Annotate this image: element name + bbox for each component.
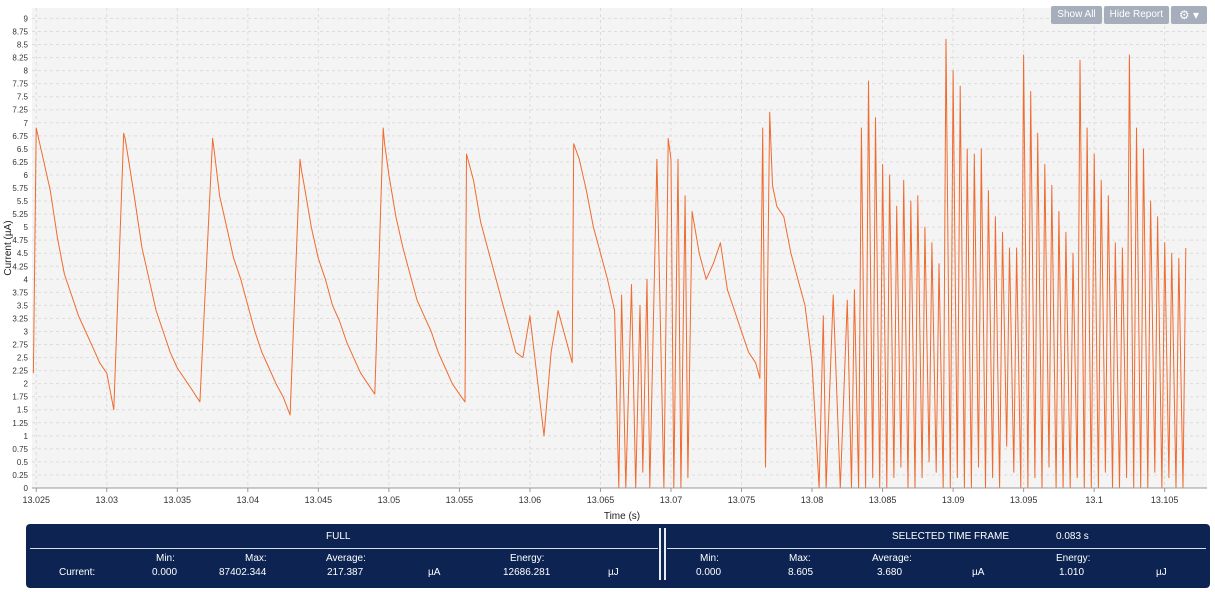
y-tick-label: 3.75 [12, 288, 28, 297]
y-tick-label: 0.5 [17, 458, 29, 467]
selected-average-label: Average: [872, 553, 912, 564]
y-tick-label: 6 [24, 171, 29, 180]
x-tick-labels: 13.025 13.03 13.035 13.04 13.045 13.05 13.055 1… [22, 495, 1178, 505]
y-tick-label: 5 [24, 223, 29, 232]
x-tick-label: 13.055 [446, 495, 474, 505]
x-tick-label: 13.085 [869, 495, 897, 505]
settings-menu-button[interactable]: ⚙ ▾ [1171, 6, 1207, 24]
y-tick-label: 7 [24, 119, 29, 128]
selected-average-value: 3.680 [877, 567, 903, 578]
selected-title: SELECTED TIME FRAME [892, 531, 1010, 542]
y-tick-label: 3.5 [17, 301, 29, 310]
y-axis-label: Current (µA) [3, 220, 14, 275]
y-tick-label: 4.5 [17, 249, 29, 258]
y-tick-label: 2.75 [12, 341, 28, 350]
full-min-value: 0.000 [152, 567, 178, 578]
y-tick-label: 2.5 [17, 354, 29, 363]
x-axis-label: Time (s) [604, 511, 640, 522]
selected-energy-label: Energy: [1056, 553, 1091, 564]
y-tick-label: 4 [24, 275, 29, 284]
selected-divider [667, 548, 1206, 549]
x-tick-label: 13.09 [942, 495, 965, 505]
selected-max-value: 8.605 [788, 567, 814, 578]
y-tick-label: 3 [24, 327, 29, 336]
x-tick-label: 13.025 [22, 495, 50, 505]
y-tick-label: 0 [24, 484, 29, 493]
gear-icon: ⚙ [1178, 8, 1190, 22]
y-tick-label: 7.25 [12, 106, 28, 115]
x-tick-label: 13.035 [164, 495, 192, 505]
y-tick-label: 1.75 [12, 393, 28, 402]
selected-min-value: 0.000 [696, 567, 722, 578]
y-tick-labels: 0 0.25 0.5 0.75 1 1.25 1.5 1.75 2 2.25 2.5 2.75 3 3.2… [12, 14, 28, 493]
y-tick-label: 2.25 [12, 367, 28, 376]
y-tick-label: 3.25 [12, 314, 28, 323]
y-tick-label: 6.5 [17, 145, 29, 154]
selected-energy-value: 1.010 [1059, 567, 1085, 578]
x-tick-label: 13.045 [305, 495, 333, 505]
y-gridlines [32, 17, 1207, 489]
x-tick-label: 13.065 [587, 495, 615, 505]
y-tick-label: 1 [24, 432, 29, 441]
current-chart[interactable]: 0 0.25 0.5 0.75 1 1.25 1.5 1.75 2 2.25 2.5 2.75 3 3.2… [0, 0, 1215, 525]
x-tick-label: 13.06 [519, 495, 542, 505]
selected-energy-unit: µJ [1156, 567, 1167, 578]
full-energy-value: 12686.281 [503, 567, 551, 578]
chevron-down-icon: ▾ [1193, 8, 1200, 22]
x-tick-label: 13.1 [1085, 495, 1103, 505]
report-panel: FULL SELECTED TIME FRAME 0.083 s Current… [26, 524, 1210, 588]
x-tick-label: 13.04 [237, 495, 260, 505]
current-row-label: Current: [59, 567, 96, 578]
y-tick-label: 8.25 [12, 54, 28, 63]
y-tick-label: 8.75 [12, 27, 28, 36]
full-average-label: Average: [326, 553, 366, 564]
y-tick-label: 6.75 [12, 132, 28, 141]
y-tick-label: 5.5 [17, 197, 29, 206]
y-tick-label: 0.25 [12, 471, 28, 480]
y-tick-label: 8 [24, 67, 29, 76]
panel-separator-left [659, 528, 661, 580]
full-min-label: Min: [156, 553, 175, 564]
panel-separator-right [664, 528, 666, 580]
y-tick-label: 1.5 [17, 406, 29, 415]
x-tick-label: 13.075 [728, 495, 756, 505]
y-tick-label: 4.75 [12, 236, 28, 245]
y-tick-label: 6.25 [12, 158, 28, 167]
full-max-label: Max: [245, 553, 267, 564]
x-tick-label: 13.05 [378, 495, 401, 505]
y-tick-label: 8.5 [17, 41, 29, 50]
y-tick-label: 7.75 [12, 80, 28, 89]
selected-duration: 0.083 s [1056, 531, 1089, 542]
y-tick-label: 9 [24, 14, 29, 23]
full-max-value: 87402.344 [219, 567, 267, 578]
full-average-value: 217.387 [327, 567, 364, 578]
x-tick-label: 13.08 [801, 495, 824, 505]
show-all-button[interactable]: Show All [1051, 6, 1102, 24]
selected-max-label: Max: [789, 553, 811, 564]
x-tick-label: 13.03 [95, 495, 118, 505]
y-tick-label: 4.25 [12, 262, 28, 271]
y-tick-label: 1.25 [12, 419, 28, 428]
y-tick-label: 7.5 [17, 93, 29, 102]
hide-report-button[interactable]: Hide Report [1103, 6, 1169, 24]
x-tick-label: 13.105 [1151, 495, 1179, 505]
y-tick-label: 5.25 [12, 210, 28, 219]
x-tick-label: 13.095 [1010, 495, 1038, 505]
full-energy-label: Energy: [510, 553, 545, 564]
full-energy-unit: µJ [608, 567, 619, 578]
selected-min-label: Min: [700, 553, 719, 564]
y-tick-label: 5.75 [12, 184, 28, 193]
selected-average-unit: µA [972, 567, 985, 578]
y-tick-label: 2 [24, 380, 29, 389]
y-tick-label: 0.75 [12, 445, 28, 454]
current-series-line [32, 38, 1187, 489]
full-title: FULL [326, 531, 351, 542]
full-divider [30, 548, 658, 549]
x-tick-label: 13.07 [660, 495, 683, 505]
chart-toolbar: Show All Hide Report ⚙ ▾ [1051, 6, 1207, 24]
full-average-unit: µA [428, 567, 441, 578]
